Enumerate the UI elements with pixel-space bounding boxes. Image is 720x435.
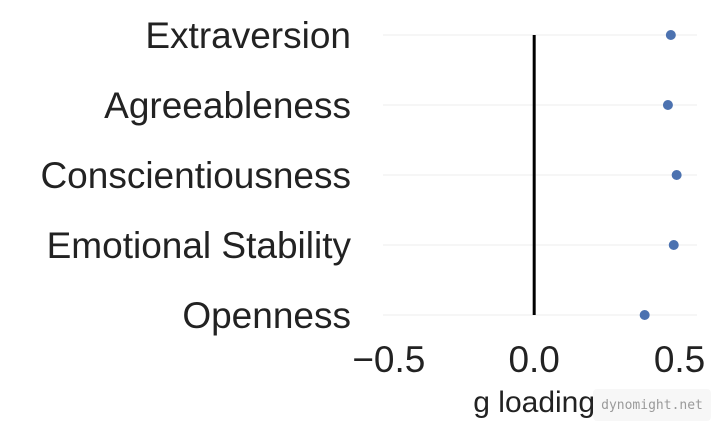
x-tick-labels: −0.5 0.0 0.5 bbox=[352, 339, 705, 380]
data-point bbox=[671, 170, 682, 180]
data-point bbox=[668, 240, 679, 250]
data-point bbox=[639, 310, 650, 320]
category-label: Agreeableness bbox=[104, 85, 351, 126]
category-label: Openness bbox=[182, 295, 351, 336]
x-tick-label: 0.0 bbox=[508, 339, 559, 380]
data-point bbox=[665, 30, 676, 40]
data-points bbox=[639, 30, 682, 320]
category-labels: Extraversion Agreeableness Conscientiousne… bbox=[40, 15, 351, 336]
x-tick-label: 0.5 bbox=[654, 339, 705, 380]
x-axis-title: g loading bbox=[473, 386, 595, 419]
grid-lines bbox=[383, 34, 697, 316]
category-label: Emotional Stability bbox=[47, 225, 352, 266]
category-label: Extraversion bbox=[145, 15, 351, 56]
watermark: dynomight.net bbox=[593, 389, 711, 421]
x-tick-label: −0.5 bbox=[352, 339, 425, 380]
data-point bbox=[662, 100, 673, 110]
category-label: Conscientiousness bbox=[40, 155, 351, 196]
